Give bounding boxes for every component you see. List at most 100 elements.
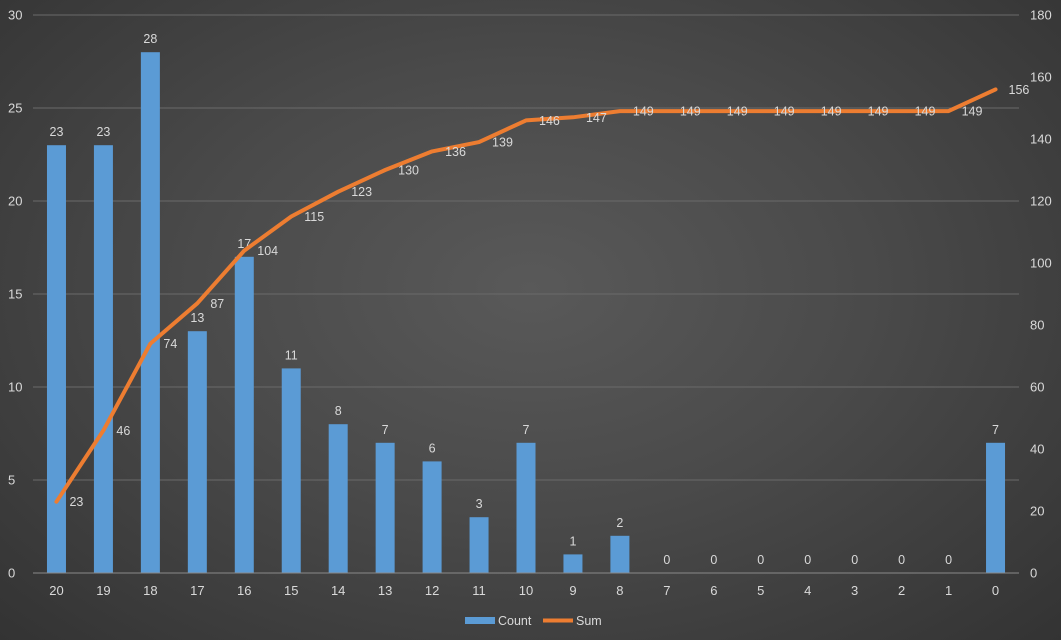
x-tick-label: 18 xyxy=(143,583,157,598)
y2-tick-label: 20 xyxy=(1030,504,1044,519)
x-tick-label: 3 xyxy=(851,583,858,598)
x-tick-label: 10 xyxy=(519,583,533,598)
sum-data-label: 123 xyxy=(351,185,372,199)
sum-data-label: 115 xyxy=(304,210,324,224)
legend: Count Sum xyxy=(465,614,602,628)
x-tick-label: 2 xyxy=(898,583,905,598)
y2-tick-label: 60 xyxy=(1030,380,1044,395)
x-tick-label: 15 xyxy=(284,583,298,598)
count-data-label: 23 xyxy=(50,125,64,139)
sum-data-label: 87 xyxy=(210,297,224,311)
y-tick-label: 20 xyxy=(8,194,22,209)
y-tick-label: 15 xyxy=(8,287,22,302)
sum-data-label: 46 xyxy=(116,424,130,438)
sum-data-labels: 23467487104115123130136139146 147 149 149 14… xyxy=(69,83,1029,509)
count-bar xyxy=(235,257,254,573)
x-tick-label: 8 xyxy=(616,583,623,598)
sum-data-label: 74 xyxy=(163,337,177,351)
right-y-axis: 0 20 40 60 80 100 120 140 160 180 xyxy=(1030,8,1052,581)
count-bar xyxy=(329,424,348,573)
x-tick-label: 9 xyxy=(569,583,576,598)
x-tick-label: 16 xyxy=(237,583,251,598)
gridlines xyxy=(33,15,1019,480)
y2-tick-label: 80 xyxy=(1030,318,1044,333)
count-data-label: 11 xyxy=(285,348,298,362)
count-data-label: 0 xyxy=(804,553,811,567)
sum-data-label: 156 xyxy=(1009,83,1030,97)
sum-data-label: 130 xyxy=(398,164,419,178)
count-data-label: 1 xyxy=(569,534,576,548)
count-data-label: 2 xyxy=(616,516,623,530)
count-data-label: 8 xyxy=(335,404,342,418)
y2-tick-label: 140 xyxy=(1030,132,1052,147)
sum-data-label: 136 xyxy=(445,145,466,159)
y2-tick-label: 180 xyxy=(1030,8,1052,23)
x-tick-label: 7 xyxy=(663,583,670,598)
x-tick-label: 5 xyxy=(757,583,764,598)
y-tick-label: 5 xyxy=(8,473,15,488)
x-tick-label: 1 xyxy=(945,583,952,598)
y2-tick-label: 120 xyxy=(1030,194,1052,209)
sum-data-label: 149 xyxy=(915,105,936,119)
count-data-label: 0 xyxy=(851,553,858,567)
count-bar xyxy=(188,331,207,573)
left-y-axis: 0 5 10 15 20 25 30 xyxy=(8,8,22,581)
sum-data-label: 23 xyxy=(69,495,83,509)
legend-swatch-count xyxy=(465,617,495,624)
sum-data-label: 149 xyxy=(633,105,654,119)
x-tick-label: 13 xyxy=(378,583,392,598)
count-bar xyxy=(563,554,582,573)
x-tick-label: 6 xyxy=(710,583,717,598)
count-data-label: 7 xyxy=(382,423,389,437)
sum-data-label: 149 xyxy=(868,105,889,119)
y2-tick-label: 160 xyxy=(1030,70,1052,85)
x-tick-label: 12 xyxy=(425,583,439,598)
count-data-label: 7 xyxy=(992,423,999,437)
y-tick-label: 0 xyxy=(8,566,15,581)
count-data-label: 0 xyxy=(757,553,764,567)
legend-label-count: Count xyxy=(498,614,532,628)
count-data-label: 23 xyxy=(96,125,110,139)
legend-label-sum: Sum xyxy=(576,614,602,628)
count-bar xyxy=(517,443,536,573)
count-data-label: 3 xyxy=(476,497,483,511)
x-tick-label: 19 xyxy=(96,583,110,598)
sum-data-label: 104 xyxy=(257,244,278,258)
count-bar xyxy=(610,536,629,573)
sum-data-label: 149 xyxy=(727,105,748,119)
x-tick-label: 14 xyxy=(331,583,345,598)
count-data-label: 0 xyxy=(663,553,670,567)
sum-data-label: 139 xyxy=(492,136,513,150)
sum-data-label: 147 xyxy=(586,111,607,125)
count-bar xyxy=(423,461,442,573)
count-data-label: 13 xyxy=(190,311,204,325)
sum-data-label: 149 xyxy=(821,105,842,119)
count-bar xyxy=(94,145,113,573)
count-bar xyxy=(282,368,301,573)
x-tick-label: 11 xyxy=(472,583,486,598)
count-bar xyxy=(986,443,1005,573)
y2-tick-label: 40 xyxy=(1030,442,1044,457)
count-bar xyxy=(47,145,66,573)
y2-tick-label: 0 xyxy=(1030,566,1037,581)
x-tick-label: 17 xyxy=(190,583,204,598)
y-tick-label: 30 xyxy=(8,8,22,23)
count-data-label: 0 xyxy=(710,553,717,567)
count-data-label: 28 xyxy=(143,32,157,46)
count-data-label: 6 xyxy=(429,441,436,455)
y2-tick-label: 100 xyxy=(1030,256,1052,271)
count-bar xyxy=(141,52,160,573)
x-tick-label: 4 xyxy=(804,583,811,598)
sum-data-label: 149 xyxy=(774,105,795,119)
count-data-label: 7 xyxy=(523,423,530,437)
sum-data-label: 149 xyxy=(962,105,983,119)
count-bar xyxy=(376,443,395,573)
y-tick-label: 10 xyxy=(8,380,22,395)
count-data-label: 0 xyxy=(945,553,952,567)
x-tick-label: 0 xyxy=(992,583,999,598)
sum-data-label: 146 xyxy=(539,114,560,128)
sum-data-label: 149 xyxy=(680,105,701,119)
count-bar xyxy=(470,517,489,573)
x-tick-label: 20 xyxy=(49,583,63,598)
